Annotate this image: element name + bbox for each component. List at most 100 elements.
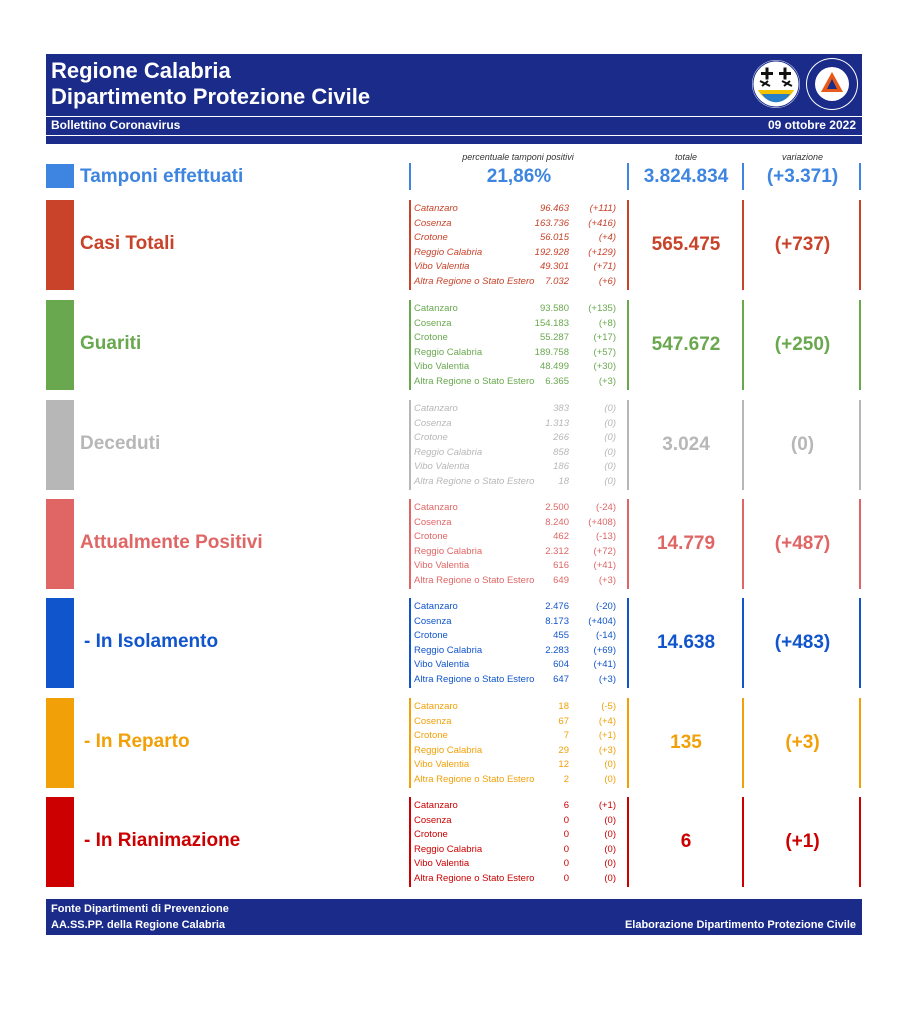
province-name: Reggio Calabria — [414, 744, 483, 756]
province-value: 462 — [553, 531, 569, 543]
province-row: Catanzaro 93.580 (+135) — [414, 302, 624, 317]
province-delta: (+41) — [593, 659, 616, 671]
province-row: Reggio Calabria 0 (0) — [414, 843, 624, 858]
province-name: Vibo Valentia — [414, 858, 470, 870]
divider — [409, 698, 411, 788]
province-name: Reggio Calabria — [414, 446, 483, 458]
regione-calabria-logo — [752, 60, 800, 108]
protezione-civile-logo — [806, 58, 858, 110]
province-name: Vibo Valentia — [414, 261, 470, 273]
province-row: Catanzaro 2.500 (-24) — [414, 501, 624, 516]
province-value: 186 — [553, 461, 569, 473]
province-value: 56.015 — [539, 232, 569, 244]
province-row: Altra Regione o Stato Estero 18 (0) — [414, 475, 624, 490]
divider — [627, 163, 629, 190]
section-color-bar — [46, 698, 74, 788]
province-delta: (-20) — [595, 601, 616, 612]
section-label: Casi Totali — [80, 233, 175, 254]
province-name: Vibo Valentia — [414, 461, 470, 473]
province-value: 8.240 — [545, 516, 569, 528]
province-value: 0 — [563, 843, 569, 855]
positivity-column-header: percentuale tamponi positivi — [462, 152, 574, 162]
province-value: 0 — [563, 858, 569, 870]
province-name: Altra Regione o Stato Estero — [414, 275, 535, 287]
province-value: 192.928 — [534, 246, 569, 258]
province-delta: (+129) — [588, 246, 616, 258]
divider — [409, 499, 411, 589]
province-delta: (+57) — [593, 346, 616, 358]
section-in-rianimazione: - In Rianimazione Catanzaro 6 (+1) Cosenza 0 (… — [0, 797, 910, 887]
divider — [859, 300, 861, 390]
province-value: 163.736 — [534, 217, 569, 229]
divider — [627, 698, 629, 788]
province-value: 55.287 — [539, 332, 569, 344]
tamponi-label: Tamponi effettuati — [80, 166, 244, 187]
province-delta: (0) — [604, 829, 616, 841]
province-value: 2.283 — [545, 644, 569, 656]
province-value: 647 — [553, 673, 569, 685]
divider — [742, 400, 744, 490]
province-name: Catanzaro — [414, 403, 458, 414]
divider — [742, 499, 744, 589]
divider — [742, 300, 744, 390]
section-variation: (+737) — [774, 234, 831, 255]
province-name: Cosenza — [414, 317, 452, 329]
province-name: Catanzaro — [414, 601, 458, 612]
province-row: Catanzaro 383 (0) — [414, 402, 624, 417]
province-row: Altra Regione o Stato Estero 6.365 (+3) — [414, 375, 624, 390]
divider — [859, 400, 861, 490]
province-row: Cosenza 8.173 (+404) — [414, 615, 624, 630]
section-variation: (+3) — [785, 732, 820, 753]
province-value: 7.032 — [545, 275, 569, 287]
province-breakdown: Catanzaro 2.476 (-20) Cosenza 8.173 (+404) Cro… — [414, 600, 624, 688]
province-value: 858 — [553, 446, 569, 458]
divider — [859, 200, 861, 290]
divider — [742, 163, 744, 190]
province-delta: (0) — [604, 446, 616, 458]
province-row: Vibo Valentia 0 (0) — [414, 857, 624, 872]
province-value: 49.301 — [539, 261, 569, 273]
province-row: Cosenza 8.240 (+408) — [414, 516, 624, 531]
province-delta: (+17) — [593, 332, 616, 344]
footer-source-line1: Fonte Dipartimenti di Prevenzione — [51, 903, 229, 915]
tamponi-positivity: 21,86% — [486, 166, 552, 187]
province-delta: (0) — [604, 858, 616, 870]
divider — [409, 300, 411, 390]
province-value: 0 — [563, 814, 569, 826]
divider — [627, 598, 629, 688]
province-delta: (+3) — [598, 744, 616, 756]
section-label: Guariti — [80, 333, 142, 354]
province-row: Vibo Valentia 49.301 (+71) — [414, 260, 624, 275]
province-name: Catanzaro — [414, 203, 458, 214]
province-delta: (+404) — [588, 615, 616, 627]
province-value: 189.758 — [534, 346, 569, 358]
section-attualmente-positivi: Attualmente Positivi Catanzaro 2.500 (-24) C… — [0, 499, 910, 589]
province-value: 616 — [553, 560, 569, 572]
province-value: 2 — [563, 773, 569, 785]
province-delta: (+6) — [598, 275, 616, 287]
section-color-bar — [46, 200, 74, 290]
divider — [859, 598, 861, 688]
province-name: Reggio Calabria — [414, 644, 483, 656]
province-row: Reggio Calabria 2.312 (+72) — [414, 545, 624, 560]
divider — [859, 797, 861, 887]
section-in-isolamento: - In Isolamento Catanzaro 2.476 (-20) Cosenz… — [0, 598, 910, 688]
province-name: Vibo Valentia — [414, 560, 470, 572]
province-name: Vibo Valentia — [414, 361, 470, 373]
province-name: Crotone — [414, 232, 448, 244]
province-name: Cosenza — [414, 715, 452, 727]
section-deceduti: Deceduti Catanzaro 383 (0) Cosenza 1.313 (0) Cr… — [0, 400, 910, 490]
section-color-bar — [46, 499, 74, 589]
section-color-bar — [46, 400, 74, 490]
section-total: 565.475 — [651, 234, 721, 255]
province-name: Cosenza — [414, 814, 452, 826]
province-row: Crotone 455 (-14) — [414, 629, 624, 644]
tamponi-color-square — [46, 164, 74, 188]
province-name: Crotone — [414, 531, 448, 543]
divider — [627, 200, 629, 290]
province-delta: (-14) — [595, 630, 616, 642]
divider — [859, 499, 861, 589]
divider — [409, 163, 411, 190]
divider — [859, 698, 861, 788]
province-value: 12 — [558, 759, 569, 771]
